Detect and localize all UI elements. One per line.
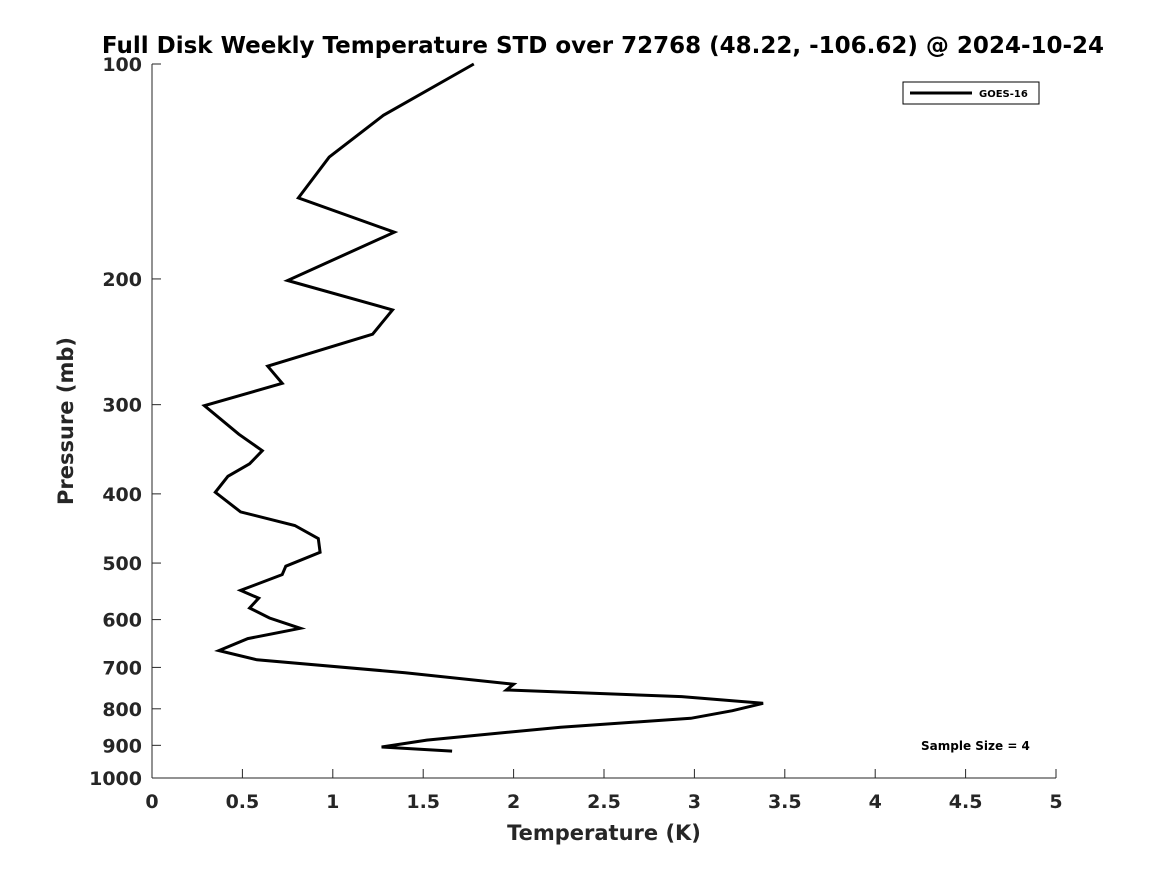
y-tick-label: 200 — [102, 269, 142, 291]
y-tick-label: 700 — [102, 657, 142, 679]
sample-size-annotation: Sample Size = 4 — [921, 739, 1030, 753]
y-tick-label: 400 — [102, 484, 142, 506]
x-tick-label: 1.5 — [406, 791, 440, 813]
x-tick-label: 0 — [145, 791, 158, 813]
x-tick-label: 4 — [869, 791, 882, 813]
y-tick-label: 1000 — [89, 768, 142, 790]
x-axis-label: Temperature (K) — [507, 821, 701, 845]
x-tick-label: 0.5 — [226, 791, 260, 813]
x-tick-label: 3 — [688, 791, 701, 813]
y-axis-ticks: 100 200 300 400 500 600 700 800 900 1000 — [89, 54, 161, 790]
legend-label-goes-16: GOES-16 — [979, 89, 1028, 100]
y-tick-label: 600 — [102, 610, 142, 632]
x-tick-label: 2 — [507, 791, 520, 813]
x-tick-label: 3.5 — [768, 791, 802, 813]
y-tick-label: 100 — [102, 54, 142, 76]
x-tick-label: 4.5 — [949, 791, 983, 813]
x-axis-ticks: 0 0.5 1 1.5 2 2.5 3 3.5 4 4.5 5 — [145, 769, 1063, 813]
series-line-goes-16 — [201, 62, 764, 753]
y-tick-label: 900 — [102, 735, 142, 757]
chart-title: Full Disk Weekly Temperature STD over 72… — [102, 33, 1104, 59]
y-tick-label: 300 — [102, 395, 142, 417]
x-tick-label: 2.5 — [587, 791, 621, 813]
series-layer — [201, 62, 764, 753]
y-tick-label: 500 — [102, 553, 142, 575]
legend: GOES-16 — [902, 81, 1040, 105]
x-tick-label: 1 — [326, 791, 339, 813]
plot-area: 0 0.5 1 1.5 2 2.5 3 3.5 4 4.5 5 100 200 300 400 500 600… — [89, 54, 1063, 813]
y-tick-label: 800 — [102, 699, 142, 721]
y-axis-label: Pressure (mb) — [54, 337, 78, 505]
x-tick-label: 5 — [1049, 791, 1062, 813]
